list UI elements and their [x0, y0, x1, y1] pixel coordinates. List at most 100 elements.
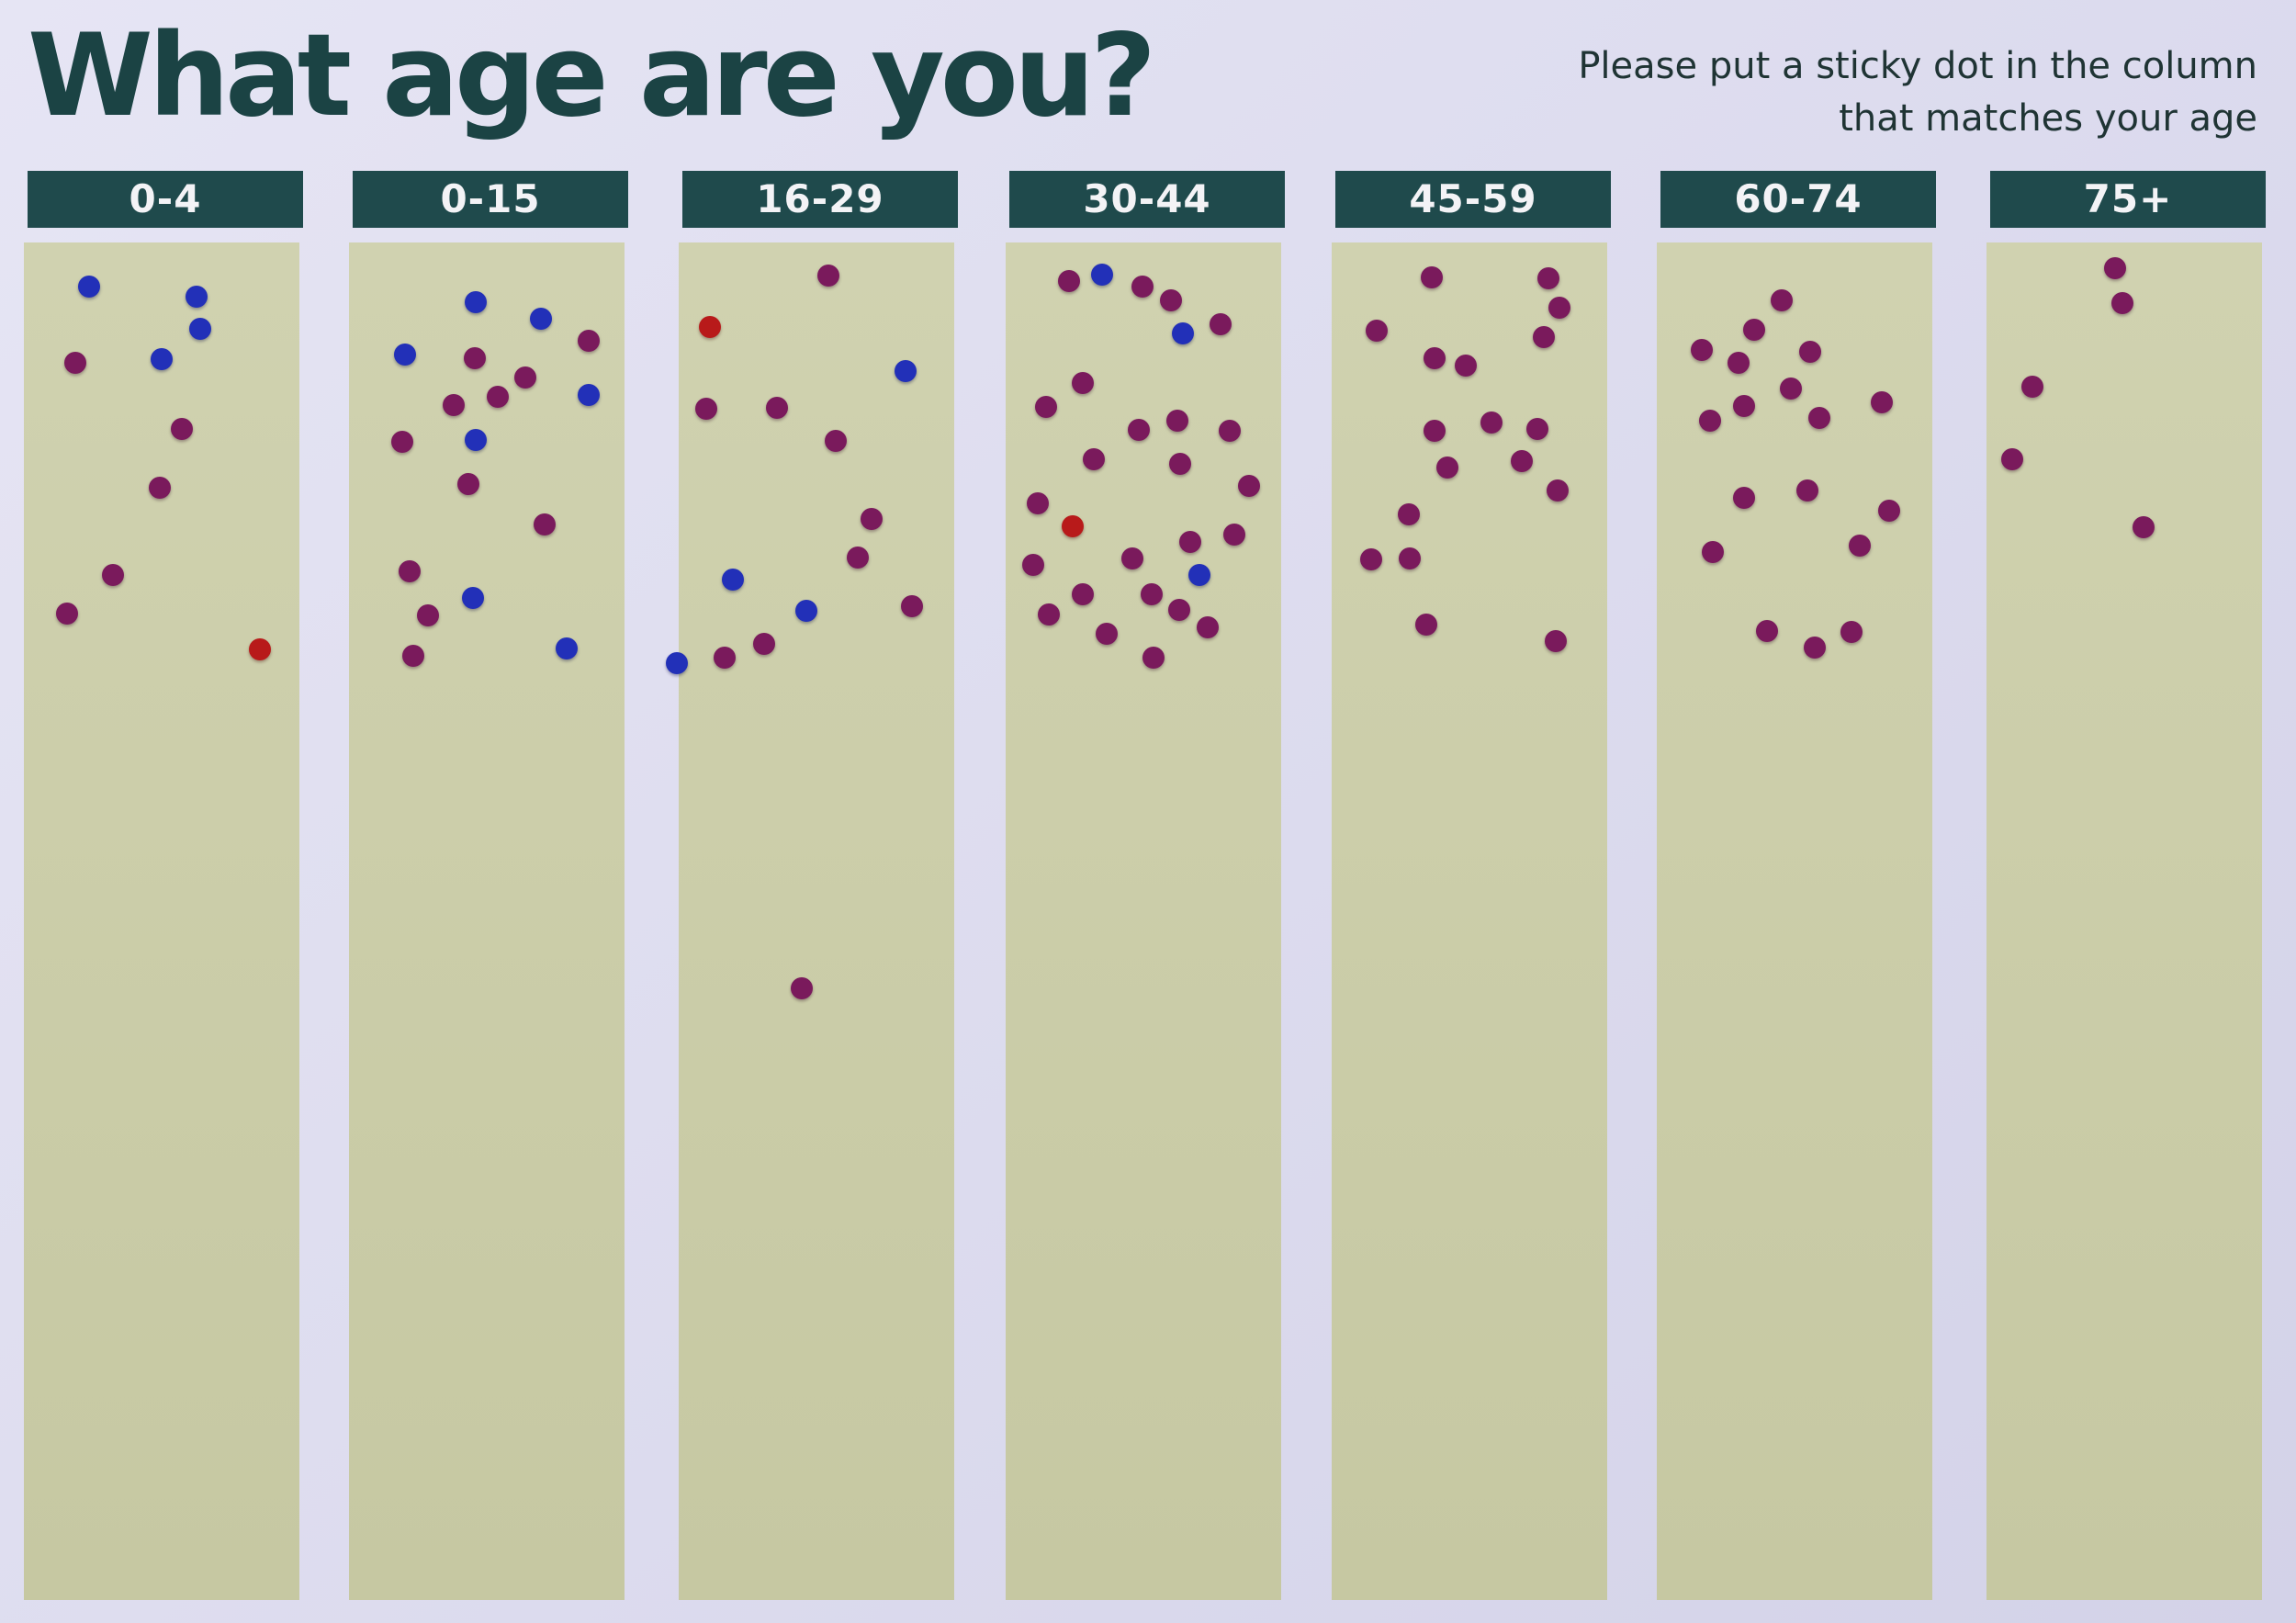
sticky-dot-blue — [465, 428, 487, 451]
sticky-dot-purple — [56, 602, 79, 625]
sticky-dot-blue — [578, 383, 601, 406]
sticky-dot-purple — [694, 397, 717, 420]
sticky-dot-purple — [1027, 492, 1050, 515]
sticky-dot-purple — [1398, 503, 1421, 525]
sticky-dot-purple — [463, 347, 486, 369]
dot-area[interactable] — [24, 242, 299, 1600]
sticky-dot-purple — [1848, 535, 1871, 558]
sticky-dot-purple — [1209, 312, 1232, 335]
sticky-dot-purple — [847, 547, 870, 569]
sticky-dot-blue — [795, 600, 818, 623]
sticky-dot-blue — [556, 637, 579, 660]
sticky-dot-purple — [1058, 270, 1081, 293]
sticky-dot-purple — [401, 644, 424, 667]
sticky-dot-purple — [442, 393, 465, 416]
sticky-dot-blue — [1188, 564, 1211, 587]
column-header: 45-59 — [1335, 171, 1611, 228]
sticky-dot-purple — [1547, 479, 1570, 502]
sticky-dot-purple — [1870, 391, 1893, 414]
age-column-45-59[interactable]: 45-59 — [1332, 171, 1611, 1608]
sticky-dot-purple — [1131, 276, 1154, 299]
sticky-dot-purple — [791, 977, 813, 999]
age-column-30-44[interactable]: 30-44 — [1006, 171, 1285, 1608]
sticky-dot-purple — [1414, 614, 1437, 637]
sticky-dot-purple — [766, 396, 788, 419]
sticky-dot-purple — [1480, 411, 1503, 434]
sticky-dot-purple — [1691, 338, 1713, 361]
sticky-dot-purple — [1545, 629, 1568, 652]
age-column-0-4[interactable]: 0-4 — [24, 171, 303, 1608]
age-column-0-15[interactable]: 0-15 — [349, 171, 628, 1608]
sticky-dot-blue — [150, 348, 173, 371]
sticky-dot-purple — [578, 330, 601, 353]
sticky-dot-purple — [102, 563, 125, 586]
sticky-dot-red — [1061, 514, 1084, 537]
sticky-dot-purple — [753, 633, 776, 656]
dot-area[interactable] — [349, 242, 625, 1600]
sticky-dot-purple — [2103, 256, 2126, 279]
sticky-dot-purple — [817, 265, 840, 287]
poster-title: What age are you? — [28, 10, 1156, 142]
column-header: 0-15 — [353, 171, 628, 228]
age-column-75-plus[interactable]: 75+ — [1986, 171, 2266, 1608]
sticky-dot-purple — [1424, 420, 1446, 443]
sticky-dot-purple — [2110, 292, 2133, 314]
sticky-dot-red — [249, 638, 272, 661]
sticky-dot-purple — [901, 595, 924, 617]
sticky-dot-purple — [861, 508, 884, 531]
sticky-dot-purple — [1548, 297, 1570, 320]
dot-area[interactable] — [1657, 242, 1932, 1600]
dot-area[interactable] — [679, 242, 954, 1600]
sticky-dot-purple — [1727, 351, 1750, 374]
sticky-dot-purple — [713, 646, 736, 669]
column-header: 60-74 — [1660, 171, 1936, 228]
sticky-dot-purple — [1877, 500, 1900, 523]
sticky-dot-purple — [64, 351, 87, 374]
sticky-dot-purple — [170, 417, 193, 440]
sticky-dot-purple — [1701, 541, 1724, 564]
sticky-dot-purple — [1160, 289, 1183, 312]
sticky-dot-purple — [1178, 531, 1201, 553]
sticky-dot-purple — [1072, 372, 1095, 395]
sticky-dot-purple — [1510, 449, 1533, 472]
sticky-dot-purple — [1699, 409, 1722, 432]
sticky-dot-purple — [1166, 410, 1189, 433]
sticky-dot-purple — [1197, 616, 1220, 639]
sticky-dot-purple — [398, 560, 421, 583]
sticky-dot-purple — [1219, 419, 1242, 442]
age-column-60-74[interactable]: 60-74 — [1657, 171, 1936, 1608]
sticky-dot-purple — [1532, 325, 1555, 348]
sticky-dot-purple — [417, 604, 440, 627]
sticky-dot-purple — [2133, 516, 2155, 539]
sticky-dot-purple — [513, 366, 536, 389]
sticky-dot-blue — [394, 344, 417, 366]
column-header: 30-44 — [1009, 171, 1285, 228]
sticky-dot-purple — [1756, 619, 1779, 642]
sticky-dot-purple — [1022, 554, 1045, 577]
sticky-dot-blue — [530, 307, 553, 330]
sticky-dot-purple — [1536, 266, 1559, 289]
sticky-dot-blue — [1090, 264, 1113, 287]
sticky-dot-purple — [1733, 394, 1756, 417]
sticky-dot-purple — [1034, 395, 1057, 418]
sticky-dot-purple — [1083, 448, 1106, 470]
column-header: 16-29 — [682, 171, 958, 228]
dot-area[interactable] — [1332, 242, 1607, 1600]
stray-sticky-dot — [666, 652, 688, 674]
sticky-dot-blue — [1172, 321, 1195, 344]
sticky-dot-purple — [1807, 407, 1830, 430]
sticky-dot-purple — [1733, 486, 1756, 509]
sticky-dot-purple — [1436, 456, 1459, 479]
sticky-dot-blue — [721, 569, 744, 592]
column-header: 0-4 — [28, 171, 303, 228]
dot-area[interactable] — [1986, 242, 2262, 1600]
age-column-16-29[interactable]: 16-29 — [679, 171, 958, 1608]
sticky-dot-red — [699, 316, 721, 339]
sticky-dot-purple — [1525, 418, 1548, 441]
sticky-dot-purple — [534, 513, 557, 535]
dot-area[interactable] — [1006, 242, 1281, 1600]
sticky-dot-purple — [1037, 603, 1060, 626]
sticky-dot-purple — [1798, 340, 1821, 363]
sticky-dot-blue — [186, 285, 208, 308]
sticky-dot-blue — [462, 586, 485, 609]
